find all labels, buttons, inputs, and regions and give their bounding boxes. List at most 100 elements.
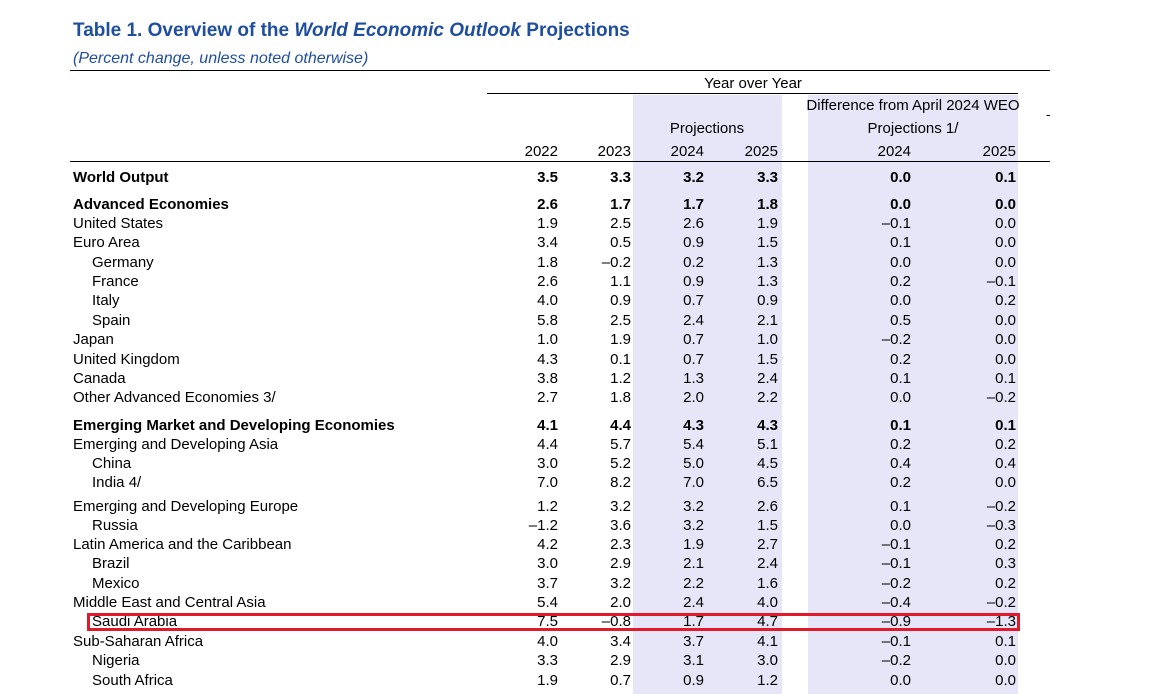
value-diff-2025: 0.2 xyxy=(995,292,1016,309)
value-2023: 1.7 xyxy=(610,196,631,213)
value-proj-2025: 2.2 xyxy=(757,389,778,406)
value-proj-2025: 4.5 xyxy=(757,455,778,472)
table-row: Canada 3.8 1.2 1.3 2.4 0.1 0.1 xyxy=(0,369,1152,388)
value-2022: 4.3 xyxy=(537,351,558,368)
value-proj-2025: 1.0 xyxy=(757,331,778,348)
yoy-rule xyxy=(487,93,1018,94)
value-2023: 3.2 xyxy=(610,575,631,592)
value-proj-2024: 3.1 xyxy=(683,652,704,669)
table-row: Emerging Market and Developing Economies… xyxy=(0,416,1152,435)
value-proj-2024: 3.2 xyxy=(683,498,704,515)
value-diff-2024: 0.0 xyxy=(890,672,911,689)
value-diff-2025: 0.2 xyxy=(995,536,1016,553)
value-proj-2024: 4.3 xyxy=(683,417,704,434)
value-2022: 5.4 xyxy=(537,594,558,611)
table-subtitle: (Percent change, unless noted otherwise) xyxy=(73,50,369,67)
value-2022: 3.4 xyxy=(537,234,558,251)
value-proj-2024: 0.9 xyxy=(683,273,704,290)
value-proj-2024: 2.6 xyxy=(683,215,704,232)
table-row: India 4/7.0 8.2 7.0 6.5 0.2 0.0 xyxy=(0,473,1152,492)
value-2023: 2.5 xyxy=(610,215,631,232)
value-proj-2025: 4.3 xyxy=(757,417,778,434)
value-diff-2025: 0.2 xyxy=(995,436,1016,453)
value-diff-2025: 0.0 xyxy=(995,312,1016,329)
difference-shade xyxy=(808,95,1018,694)
value-diff-2024: 0.2 xyxy=(890,474,911,491)
value-diff-2025: 0.1 xyxy=(995,370,1016,387)
value-proj-2024: 1.3 xyxy=(683,370,704,387)
row-label: Sub-Saharan Africa xyxy=(73,633,204,650)
value-proj-2024: 5.0 xyxy=(683,455,704,472)
value-proj-2025: 4.7 xyxy=(757,613,778,630)
value-diff-2024: 0.2 xyxy=(890,436,911,453)
value-diff-2024: –0.2 xyxy=(881,331,911,348)
value-proj-2024: 0.7 xyxy=(683,331,704,348)
table-row: Emerging and Developing Europe 1.2 3.2 3.2 2… xyxy=(0,497,1152,516)
value-2022: –1.2 xyxy=(528,517,558,534)
value-diff-2024: –0.4 xyxy=(881,594,911,611)
value-diff-2024: –0.1 xyxy=(881,215,911,232)
table-row: Brazil 3.0 2.9 2.1 2.4 –0.1 0.3 xyxy=(0,554,1152,573)
year-header-diff-2024: 2024 xyxy=(877,143,911,160)
value-2023: 3.6 xyxy=(610,517,631,534)
value-diff-2024: –0.1 xyxy=(881,555,911,572)
value-diff-2025: 0.1 xyxy=(995,417,1016,434)
value-diff-2025: 0.0 xyxy=(995,331,1016,348)
value-2022: 7.0 xyxy=(537,474,558,491)
value-diff-2024: –0.9 xyxy=(881,613,911,630)
row-label: Japan xyxy=(73,331,114,348)
value-diff-2025: –0.3 xyxy=(986,517,1016,534)
value-diff-2024: 0.1 xyxy=(890,234,911,251)
stray-mark: - xyxy=(1046,106,1051,122)
row-label: South Africa xyxy=(92,672,173,689)
value-diff-2024: –0.2 xyxy=(881,652,911,669)
value-diff-2025: 0.3 xyxy=(995,555,1016,572)
row-label: World Output xyxy=(73,169,169,186)
value-2022: 3.5 xyxy=(537,169,558,186)
table-row: United Kingdom 4.3 0.1 0.7 1.5 0.2 0.0 xyxy=(0,350,1152,369)
value-2022: 2.6 xyxy=(537,273,558,290)
value-proj-2025: 0.9 xyxy=(757,292,778,309)
value-2022: 4.0 xyxy=(537,292,558,309)
header-bottom-rule xyxy=(70,161,1050,162)
value-diff-2025: 0.0 xyxy=(995,215,1016,232)
value-2023: 2.0 xyxy=(610,594,631,611)
value-2022: 4.1 xyxy=(537,417,558,434)
projections-shade xyxy=(633,95,782,694)
row-label: Emerging Market and Developing Economies xyxy=(73,417,395,434)
row-label: Canada xyxy=(73,370,126,387)
difference-projections-header: Projections 1/ xyxy=(867,120,959,137)
table-row: Other Advanced Economies 3/2.7 1.8 2.0 2.2 0… xyxy=(0,388,1152,407)
value-proj-2024: 0.7 xyxy=(683,292,704,309)
value-diff-2024: –0.2 xyxy=(881,575,911,592)
value-2023: 2.9 xyxy=(610,555,631,572)
value-proj-2025: 1.5 xyxy=(757,234,778,251)
value-diff-2025: –0.1 xyxy=(986,273,1016,290)
value-proj-2025: 3.3 xyxy=(757,169,778,186)
value-proj-2025: 1.5 xyxy=(757,517,778,534)
row-label: United Kingdom xyxy=(73,351,180,368)
value-2022: 3.7 xyxy=(537,575,558,592)
value-proj-2025: 4.0 xyxy=(757,594,778,611)
table-row: Emerging and Developing Asia 4.4 5.7 5.4 5.1… xyxy=(0,435,1152,454)
value-proj-2025: 2.1 xyxy=(757,312,778,329)
table-row: Middle East and Central Asia 5.4 2.0 2.4 4.0… xyxy=(0,593,1152,612)
year-header-proj-2024: 2024 xyxy=(670,143,704,160)
value-proj-2025: 2.6 xyxy=(757,498,778,515)
value-diff-2024: 0.4 xyxy=(890,455,911,472)
row-label: Other Advanced Economies 3/ xyxy=(73,389,276,406)
value-proj-2025: 1.5 xyxy=(757,351,778,368)
value-2022: 3.0 xyxy=(537,455,558,472)
value-proj-2024: 3.2 xyxy=(683,517,704,534)
row-label: Nigeria xyxy=(92,652,140,669)
value-2022: 1.8 xyxy=(537,254,558,271)
value-diff-2024: 0.0 xyxy=(890,389,911,406)
value-2023: 5.7 xyxy=(610,436,631,453)
value-diff-2025: –0.2 xyxy=(986,389,1016,406)
row-label: Euro Area xyxy=(73,234,140,251)
value-proj-2024: 5.4 xyxy=(683,436,704,453)
value-2022: 3.3 xyxy=(537,652,558,669)
value-2023: 3.2 xyxy=(610,498,631,515)
table-row: China 3.0 5.2 5.0 4.5 0.4 0.4 xyxy=(0,454,1152,473)
value-2022: 1.9 xyxy=(537,215,558,232)
